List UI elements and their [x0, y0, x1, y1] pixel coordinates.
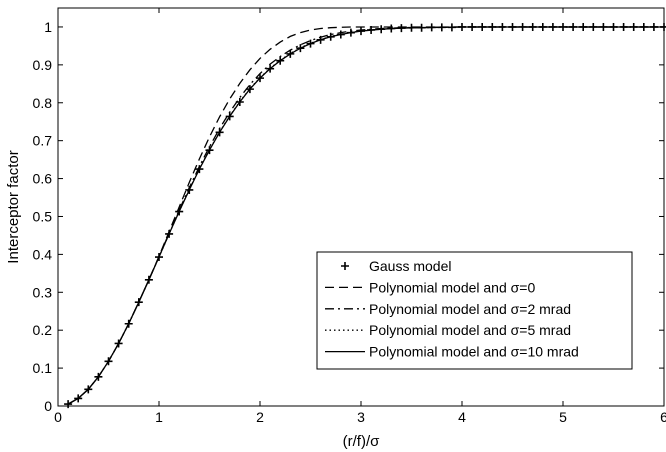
y-tick-label: 0.4: [33, 246, 53, 262]
x-tick-label: 1: [155, 409, 163, 425]
y-tick-label: 0.3: [33, 284, 53, 300]
y-tick-label: 0.2: [33, 322, 53, 338]
series-4: [67, 26, 664, 405]
legend-marker: [341, 262, 349, 270]
y-axis-label: Interceptor factor: [5, 150, 22, 263]
y-tick-label: 0.8: [33, 95, 53, 111]
x-tick-label: 0: [54, 409, 62, 425]
x-tick-label: 6: [660, 409, 666, 425]
y-tick-label: 0.6: [33, 171, 53, 187]
y-tick-label: 0.9: [33, 57, 53, 73]
x-tick-label: 4: [458, 409, 466, 425]
x-axis-label: (r/f)/σ: [343, 433, 380, 450]
y-tick-label: 1: [44, 19, 52, 35]
legend-box: [316, 251, 633, 370]
y-tick-label: 0: [44, 398, 52, 414]
y-tick-label: 0.1: [33, 360, 53, 376]
legend-entry-label: Polynomial model and σ=2 mrad: [369, 301, 571, 317]
ticks-layer: 0 1 2 3 4 5 6 0 0.1 0.2 0.3 0.4 0.5 0.6 0.7 0.8 0.9 1: [33, 8, 666, 425]
x-tick-label: 5: [559, 409, 567, 425]
x-tick-label: 2: [256, 409, 264, 425]
legend-entry-label: Gauss model: [369, 258, 451, 274]
x-tick-label: 3: [357, 409, 365, 425]
series-line-4: [67, 26, 664, 405]
gauss-point-marker: [64, 400, 73, 409]
legend-entry-label: Polynomial model and σ=10 mrad: [369, 344, 579, 360]
legend: Gauss model Polynomial model and σ=0 Polyn…: [316, 251, 633, 370]
legend-entry-label: Polynomial model and σ=5 mrad: [369, 322, 571, 338]
series-layer: [64, 22, 666, 409]
legend-entry-label: Polynomial model and σ=0: [369, 279, 535, 295]
y-tick-label: 0.5: [33, 208, 53, 224]
y-tick-label: 0.7: [33, 133, 53, 149]
